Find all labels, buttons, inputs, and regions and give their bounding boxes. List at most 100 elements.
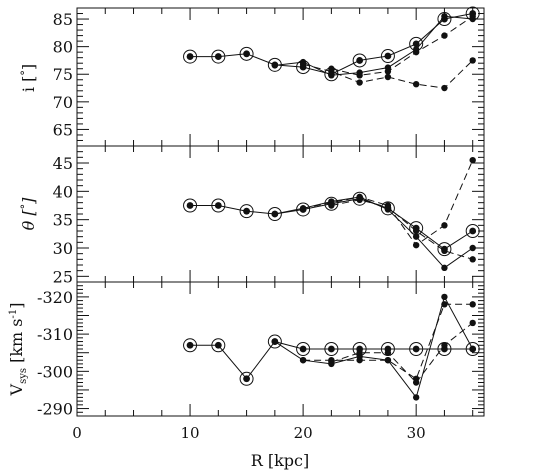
y-tick-label: 70 xyxy=(53,93,73,112)
data-point-ring xyxy=(267,334,282,349)
data-point-ring xyxy=(465,342,480,356)
data-point-ring xyxy=(296,342,311,356)
y-tick-label: -320 xyxy=(37,288,73,307)
tick-labels: 65 70 75 80 85 25 30 35 40 45 0 10 20 30 -290 -300 -310 -… xyxy=(37,10,426,442)
data-point xyxy=(441,247,448,255)
ylabel-velocity: Vsys [km s-1] xyxy=(7,303,29,397)
data-point xyxy=(327,345,335,353)
data-point-ring xyxy=(211,49,226,64)
data-point xyxy=(271,62,279,69)
series-line xyxy=(274,295,474,399)
x-tick-label: 30 xyxy=(407,424,426,442)
series-line xyxy=(331,15,473,76)
data-point xyxy=(384,349,392,356)
data-point xyxy=(412,227,420,235)
data-point-ring xyxy=(211,338,226,353)
data-point-ring xyxy=(380,201,395,216)
data-point xyxy=(441,222,448,229)
plot-marks xyxy=(183,6,480,401)
data-point-ring xyxy=(437,12,452,27)
data-point xyxy=(356,356,363,364)
data-point-ring xyxy=(239,204,254,219)
data-point-ring xyxy=(239,371,254,386)
data-point-ring xyxy=(183,198,198,213)
data-point xyxy=(243,50,250,58)
data-point xyxy=(469,227,477,235)
series-line xyxy=(331,199,473,260)
data-point xyxy=(469,256,476,263)
panel-inclination-frame xyxy=(76,7,485,147)
ylabel-velocity-sup: -1 xyxy=(8,309,19,319)
data-point xyxy=(412,233,420,240)
data-point xyxy=(214,202,222,209)
ylabel-velocity-v: V xyxy=(7,383,26,396)
data-point xyxy=(469,244,476,252)
data-point xyxy=(328,202,335,209)
data-point xyxy=(441,301,448,308)
data-point xyxy=(384,73,392,81)
y-tick-label: 25 xyxy=(53,267,73,286)
data-point xyxy=(384,68,392,75)
data-point xyxy=(328,65,335,72)
data-point-ring xyxy=(409,342,424,356)
data-point-ring xyxy=(267,207,282,221)
data-point xyxy=(469,345,476,353)
data-point xyxy=(469,13,476,20)
x-tick-label: 0 xyxy=(72,424,82,442)
data-point xyxy=(271,210,279,218)
y-tick-label: 40 xyxy=(53,182,73,201)
series-line xyxy=(303,303,473,380)
series-line xyxy=(274,15,473,76)
y-tick-label: -300 xyxy=(37,362,73,381)
data-point-ring xyxy=(239,46,254,61)
data-point xyxy=(469,57,476,64)
data-point xyxy=(299,345,307,353)
ylabel-inclination-main: i [ xyxy=(19,76,38,92)
ylabel-velocity-units: [km s xyxy=(7,319,26,369)
data-point-ring xyxy=(183,49,198,64)
y-tick-label: 80 xyxy=(53,38,73,57)
y-tick-label: -310 xyxy=(37,325,73,344)
data-point xyxy=(271,338,279,345)
ylabel-position-angle-degree: ° xyxy=(19,204,32,210)
y-tick-label: 75 xyxy=(53,65,73,84)
data-point xyxy=(356,79,363,86)
data-point xyxy=(469,319,476,327)
data-point xyxy=(412,48,420,56)
data-point xyxy=(469,301,476,308)
ylabel-inclination-close: ] xyxy=(19,64,38,70)
data-point xyxy=(243,207,250,215)
data-point xyxy=(214,341,222,349)
axis-ticks xyxy=(76,7,484,417)
data-point xyxy=(384,52,392,60)
series-line xyxy=(190,13,473,75)
y-tick-label: 65 xyxy=(53,120,73,139)
data-point xyxy=(384,356,392,364)
data-point xyxy=(384,204,392,211)
data-point xyxy=(412,345,420,353)
ylabel-inclination: i [°] xyxy=(19,64,38,92)
data-point xyxy=(356,196,363,204)
x-tick-label: 10 xyxy=(181,424,200,442)
data-point-ring xyxy=(465,224,480,238)
data-point xyxy=(441,342,448,349)
data-point xyxy=(243,375,250,383)
data-point xyxy=(299,356,307,364)
data-point xyxy=(299,205,307,212)
data-point xyxy=(441,13,448,20)
data-point xyxy=(186,53,194,60)
data-point-ring xyxy=(324,342,339,356)
data-point xyxy=(328,358,335,366)
xlabel: R [kpc] xyxy=(251,451,310,470)
y-tick-label: -290 xyxy=(37,400,73,419)
y-tick-label: 35 xyxy=(53,211,73,230)
data-point xyxy=(356,349,363,356)
data-point-ring xyxy=(352,53,367,68)
data-point xyxy=(356,72,363,79)
data-point xyxy=(356,57,364,64)
data-point xyxy=(412,241,420,249)
y-tick-label: 85 xyxy=(53,10,73,29)
data-point xyxy=(186,202,194,209)
ylabel-velocity-close: ] xyxy=(7,303,26,309)
